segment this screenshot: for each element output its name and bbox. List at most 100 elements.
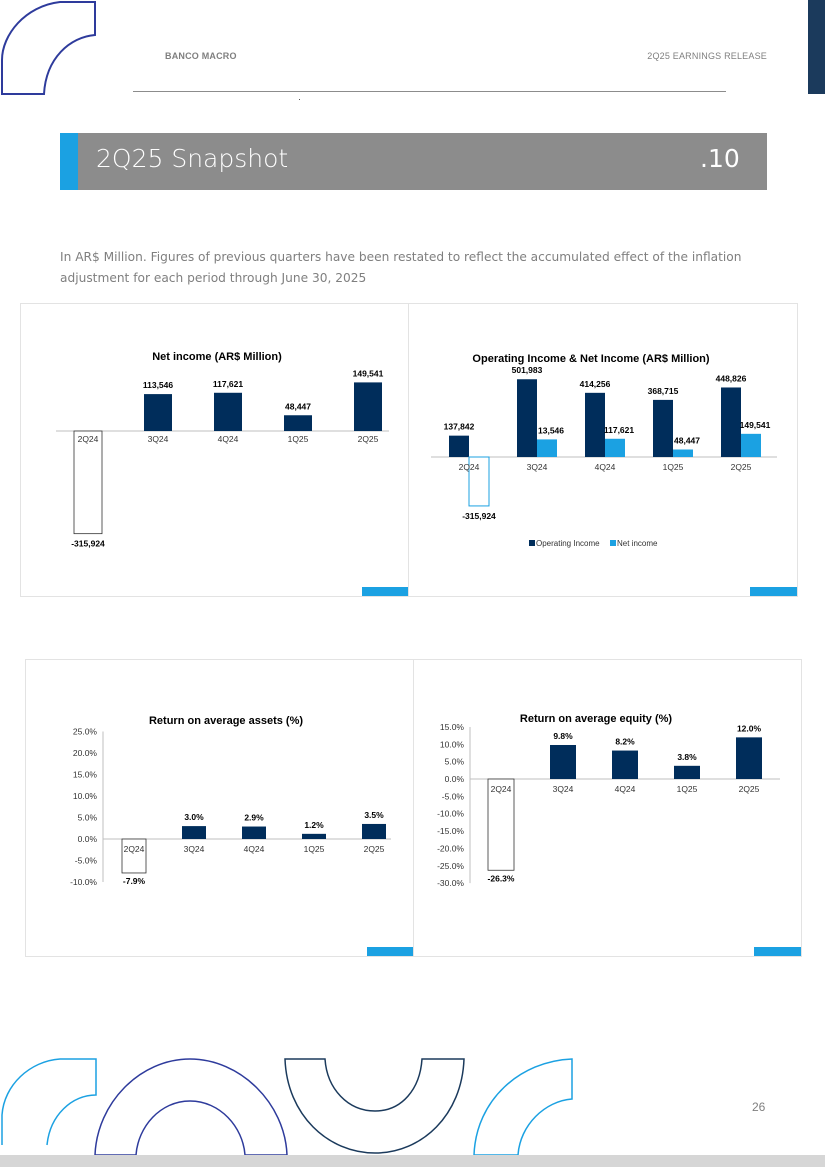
y-tick-label: 0.0% bbox=[78, 834, 98, 844]
chart-title: Net income (AR$ Million) bbox=[152, 351, 282, 363]
y-tick-label: -5.0% bbox=[75, 856, 98, 866]
x-tick-label: 1Q25 bbox=[663, 462, 684, 472]
footer-arch-1 bbox=[1, 1058, 97, 1146]
x-tick-label: 2Q24 bbox=[78, 434, 99, 444]
bar bbox=[284, 415, 312, 431]
y-tick-label: 25.0% bbox=[73, 727, 98, 737]
y-tick-label: 0.0% bbox=[445, 774, 465, 784]
bar bbox=[550, 744, 576, 779]
panel-corner-accent bbox=[754, 947, 801, 956]
bar bbox=[354, 382, 382, 431]
data-label: 3.8% bbox=[677, 752, 697, 762]
header-divider bbox=[133, 91, 726, 92]
y-tick-label: -30.0% bbox=[437, 878, 464, 888]
y-tick-label: 10.0% bbox=[440, 739, 465, 749]
y-tick-label: 10.0% bbox=[73, 791, 98, 801]
bar-net-income bbox=[537, 439, 557, 457]
chart-title: Operating Income & Net Income (AR$ Milli… bbox=[472, 353, 709, 365]
data-label: 368,715 bbox=[648, 386, 679, 396]
data-label: 13,546 bbox=[538, 425, 564, 435]
bar-negative bbox=[468, 456, 490, 507]
x-tick-label: 3Q24 bbox=[184, 844, 205, 854]
bar bbox=[736, 737, 762, 779]
footer-bar bbox=[0, 1155, 825, 1167]
bar bbox=[362, 823, 386, 839]
bar-negative bbox=[487, 778, 515, 871]
data-label: 149,541 bbox=[740, 420, 771, 430]
section-number: .10 bbox=[700, 144, 740, 173]
x-tick-label: 3Q24 bbox=[148, 434, 169, 444]
bar bbox=[144, 394, 172, 431]
bar-net-income bbox=[673, 449, 693, 457]
data-label: 3.5% bbox=[364, 810, 384, 820]
bar-negative bbox=[121, 838, 147, 874]
bar-operating-income bbox=[653, 399, 673, 457]
data-label: 501,983 bbox=[512, 365, 543, 375]
y-tick-label: 5.0% bbox=[78, 813, 98, 823]
net-income-chart-panel: Net income (AR$ Million) -315,924 2Q24 113,… bbox=[20, 303, 410, 597]
roaa-chart: Return on average assets (%) 25.0% 20.0% 15… bbox=[70, 715, 391, 887]
bar-net-income bbox=[605, 438, 625, 457]
bar-operating-income bbox=[449, 435, 469, 457]
legend-label: Operating Income bbox=[536, 539, 600, 548]
top-right-accent-bar bbox=[808, 0, 825, 94]
x-tick-label: 2Q25 bbox=[364, 844, 385, 854]
legend-label: Net income bbox=[617, 539, 658, 548]
data-label: -315,924 bbox=[462, 511, 496, 521]
y-tick-label: 15.0% bbox=[440, 722, 465, 732]
data-label: 48,447 bbox=[674, 435, 700, 445]
company-name: BANCO MACRO bbox=[165, 51, 237, 61]
chart-title: Return on average equity (%) bbox=[520, 713, 673, 725]
data-label: -26.3% bbox=[488, 873, 515, 883]
x-tick-label: 1Q25 bbox=[288, 434, 309, 444]
roaa-chart-panel: Return on average assets (%) 25.0% 20.0% 15… bbox=[25, 659, 415, 957]
banner-accent bbox=[60, 133, 78, 190]
y-tick-label: -25.0% bbox=[437, 861, 464, 871]
x-tick-label: 3Q24 bbox=[527, 462, 548, 472]
op-net-income-chart-panel: Operating Income & Net Income (AR$ Milli… bbox=[408, 303, 798, 597]
roae-chart-panel: Return on average equity (%) 15.0% 10.0% 5.… bbox=[413, 659, 802, 957]
bar-operating-income bbox=[721, 387, 741, 457]
data-label: 137,842 bbox=[444, 422, 475, 432]
y-tick-label: 20.0% bbox=[73, 748, 98, 758]
data-label: -315,924 bbox=[71, 539, 105, 549]
y-tick-label: -15.0% bbox=[437, 826, 464, 836]
bar bbox=[182, 826, 206, 839]
x-tick-label: 2Q25 bbox=[731, 462, 752, 472]
op-net-income-chart: Operating Income & Net Income (AR$ Milli… bbox=[431, 353, 777, 548]
panel-corner-accent bbox=[750, 587, 797, 596]
x-tick-label: 4Q24 bbox=[615, 784, 636, 794]
page-number: 26 bbox=[752, 1100, 766, 1114]
bar bbox=[612, 750, 638, 779]
data-label: 149,541 bbox=[353, 368, 384, 378]
legend-swatch-operating-income bbox=[529, 540, 535, 546]
x-tick-label: 2Q24 bbox=[124, 844, 145, 854]
bar bbox=[302, 833, 326, 839]
data-label: 3.0% bbox=[184, 812, 204, 822]
header-dot bbox=[299, 99, 300, 100]
data-label: 448,826 bbox=[716, 373, 747, 383]
currency-note: In AR$ Million. Figures of previous quar… bbox=[60, 250, 742, 285]
panel-corner-accent bbox=[367, 947, 414, 956]
data-label: 1.2% bbox=[304, 820, 324, 830]
section-banner bbox=[60, 133, 767, 190]
footer-arches bbox=[1, 1058, 573, 1156]
bar-net-income bbox=[741, 433, 761, 457]
x-tick-label: 4Q24 bbox=[595, 462, 616, 472]
bar bbox=[674, 765, 700, 779]
legend-swatch-net-income bbox=[610, 540, 616, 546]
y-tick-label: -5.0% bbox=[442, 791, 465, 801]
roae-chart: Return on average equity (%) 15.0% 10.0% 5.… bbox=[437, 713, 780, 888]
y-tick-label: -20.0% bbox=[437, 843, 464, 853]
data-label: 2.9% bbox=[244, 813, 264, 823]
data-label: -7.9% bbox=[123, 876, 146, 886]
x-tick-label: 2Q25 bbox=[358, 434, 379, 444]
x-tick-label: 2Q25 bbox=[739, 784, 760, 794]
data-label: 117,621 bbox=[604, 425, 635, 435]
x-tick-label: 1Q25 bbox=[677, 784, 698, 794]
x-tick-label: 4Q24 bbox=[218, 434, 239, 444]
y-tick-label: -10.0% bbox=[437, 809, 464, 819]
data-label: 12.0% bbox=[737, 723, 762, 733]
y-tick-label: -10.0% bbox=[70, 877, 97, 887]
panel-corner-accent bbox=[362, 587, 409, 596]
